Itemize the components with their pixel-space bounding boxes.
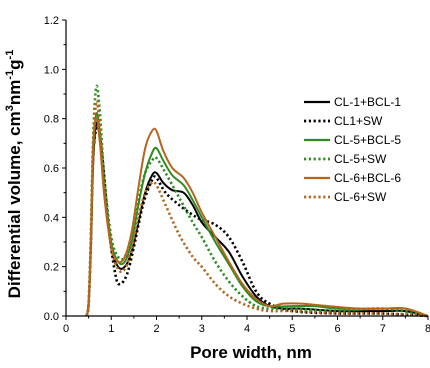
y-axis-title-sup1: 3 [4, 105, 16, 111]
legend-label: CL-1+BCL-1 [334, 95, 401, 109]
y-axis-title-mid: nm [5, 80, 24, 106]
x-tick-label: 7 [380, 323, 386, 335]
x-tick-label: 0 [63, 323, 69, 335]
x-tick-label: 5 [289, 323, 295, 335]
legend-label: CL-5+SW [334, 152, 387, 166]
y-tick-label: 0.0 [44, 311, 59, 323]
y-tick-label: 1.0 [44, 64, 59, 76]
legend-label: CL1+SW [334, 114, 383, 128]
x-tick-label: 4 [244, 323, 250, 335]
y-axis-title-g: g [5, 59, 24, 69]
series-group [85, 84, 429, 318]
x-tick-label: 8 [425, 323, 430, 335]
legend: CL-1+BCL-1 CL1+SW CL-5+BCL-5 CL-5+SW CL-6+BC… [304, 95, 401, 204]
legend-label: CL-6+SW [334, 190, 387, 204]
x-tick-label: 1 [108, 323, 114, 335]
x-axis-title: Pore width, nm [190, 343, 312, 362]
series-line-cl-6-bcl-6 [85, 117, 429, 317]
y-tick-label: 0.2 [44, 262, 59, 274]
legend-label: CL-5+BCL-5 [334, 133, 401, 147]
y-tick-label: 1.2 [44, 15, 59, 27]
x-tick-label: 3 [199, 323, 205, 335]
y-tick-label: 0.6 [44, 163, 59, 175]
x-tick-label: 2 [153, 323, 159, 335]
x-tick-label: 6 [334, 323, 340, 335]
y-axis-title-sup3: -1 [4, 50, 16, 60]
series-line-cl-5-sw [85, 84, 429, 318]
y-axis-title: Differential volume, cm3nm-1g-1 [4, 50, 24, 299]
y-axis-title-main: Differential volume, cm [5, 111, 24, 298]
y-axis-title-sup2: -1 [4, 70, 16, 80]
series-line-cl-6-sw [85, 99, 429, 318]
y-tick-label: 0.4 [44, 212, 59, 224]
legend-label: CL-6+BCL-6 [334, 171, 401, 185]
ticks: 0 1 2 3 4 5 6 7 8 0.0 0.2 0.4 0.6 0.8 1.0 1.2 [44, 15, 430, 335]
y-tick-label: 0.8 [44, 114, 59, 126]
